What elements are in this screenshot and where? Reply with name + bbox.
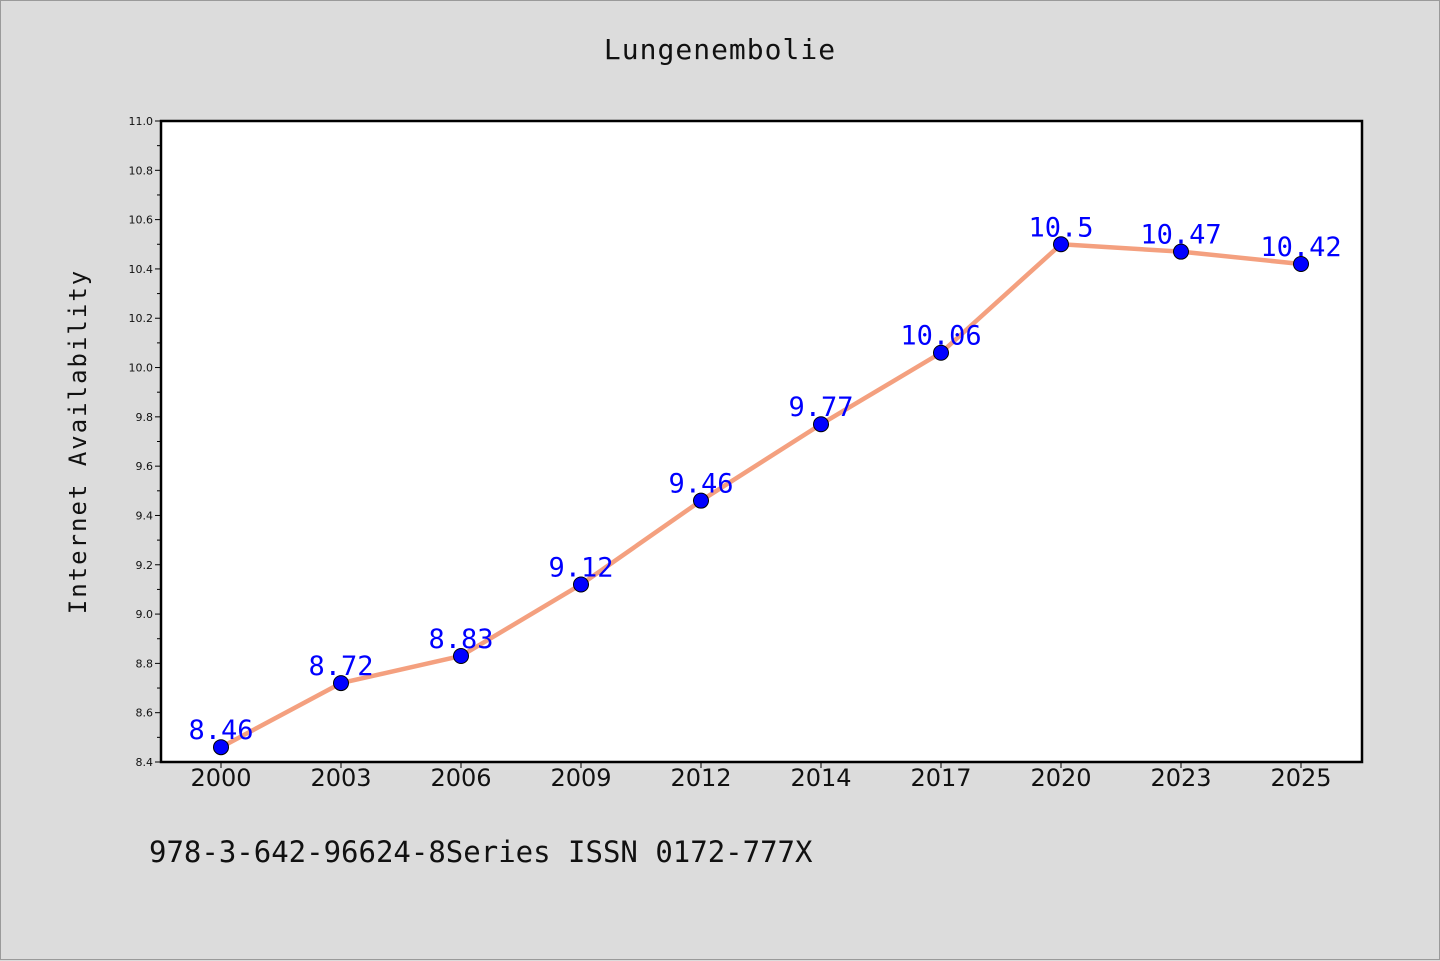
- data-point: [573, 576, 589, 593]
- data-point: [1173, 243, 1189, 260]
- x-tick-label: 2003: [310, 764, 371, 792]
- data-point: [693, 492, 709, 509]
- y-tick-label: 9.8: [136, 411, 154, 424]
- x-tick-label: 2006: [430, 764, 491, 792]
- plot-area: [159, 119, 1364, 764]
- x-tick-label: 2012: [670, 764, 731, 792]
- x-tick-label: 2009: [550, 764, 611, 792]
- y-tick-label: 9.6: [136, 460, 154, 473]
- y-tick-label: 10.8: [129, 164, 154, 177]
- data-label: 9.46: [668, 469, 733, 500]
- y-tick-label: 9.2: [136, 559, 154, 572]
- y-tick-label: 8.8: [136, 657, 154, 670]
- x-tick-label: 2020: [1030, 764, 1091, 792]
- data-label: 9.12: [548, 552, 613, 583]
- data-label: 10.42: [1260, 232, 1341, 263]
- y-tick-label: 11.0: [129, 115, 154, 128]
- data-point: [1053, 236, 1069, 253]
- data-point: [813, 416, 829, 433]
- y-tick-label: 10.6: [129, 214, 154, 227]
- x-tick-label: 2000: [190, 764, 251, 792]
- y-axis-label: Internet Availability: [64, 269, 92, 614]
- series-line: [218, 242, 1304, 750]
- data-point: [453, 647, 469, 664]
- data-label: 8.72: [308, 651, 373, 682]
- data-point: [333, 675, 349, 692]
- data-label: 9.77: [788, 392, 853, 423]
- data-label: 10.5: [1028, 212, 1093, 243]
- data-point: [213, 739, 229, 756]
- data-point: [1293, 255, 1309, 272]
- y-tick-label: 8.4: [136, 756, 154, 769]
- x-tick-label: 2023: [1150, 764, 1211, 792]
- x-tick-label: 2025: [1270, 764, 1331, 792]
- data-point: [933, 344, 949, 361]
- data-label: 10.47: [1140, 220, 1221, 251]
- chart-title: Lungenembolie: [603, 33, 837, 66]
- y-tick-label: 9.0: [136, 608, 154, 621]
- x-tick-label: 2017: [910, 764, 971, 792]
- x-tick-label: 2014: [790, 764, 851, 792]
- y-tick-label: 10.4: [129, 263, 154, 276]
- data-label: 8.46: [188, 715, 253, 746]
- data-label: 10.06: [900, 321, 981, 352]
- y-tick-label: 9.4: [136, 509, 154, 522]
- y-tick-label: 10.2: [129, 312, 154, 325]
- y-tick-label: 8.6: [136, 707, 154, 720]
- footer-text: 978-3-642-96624-8Series ISSN 0172-777X: [149, 835, 813, 869]
- data-label: 8.83: [428, 624, 493, 655]
- y-tick-label: 10.0: [129, 362, 154, 375]
